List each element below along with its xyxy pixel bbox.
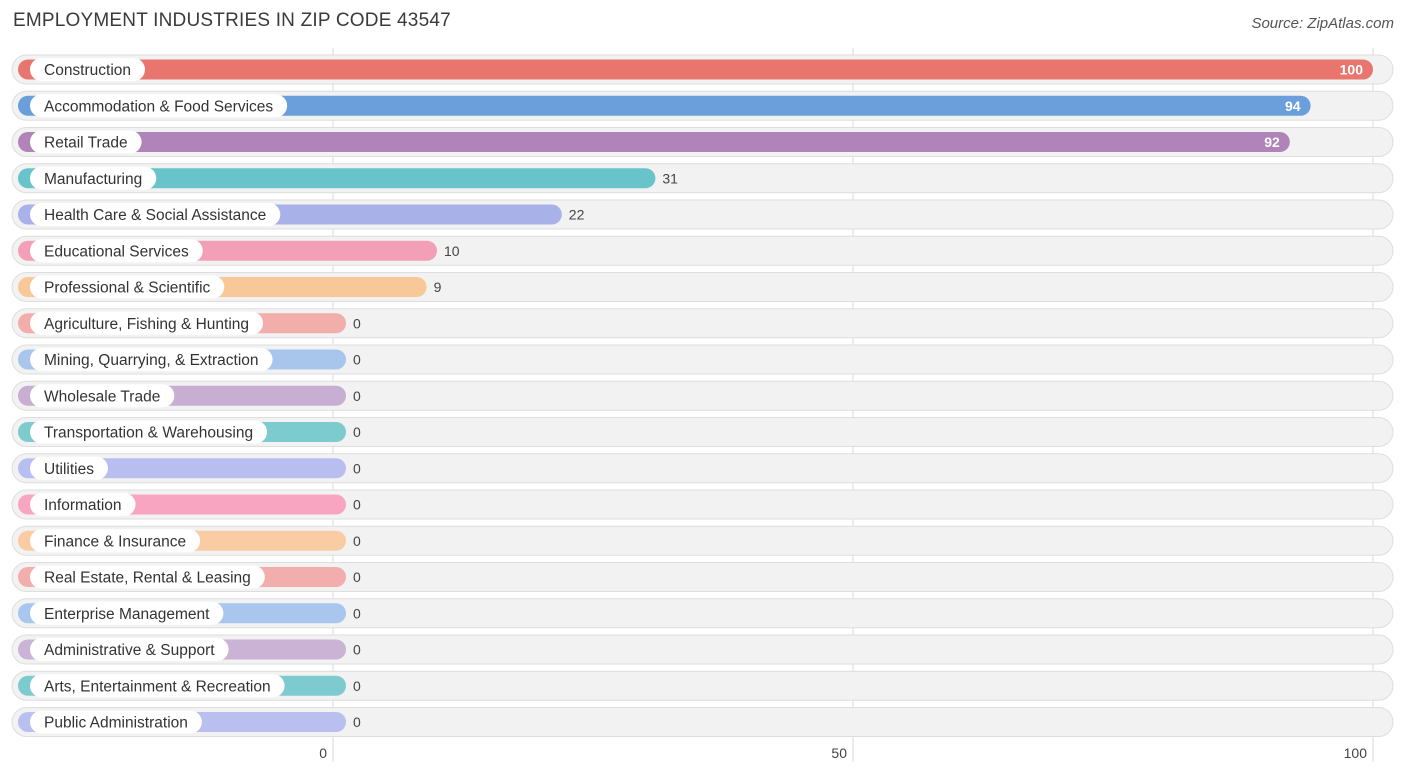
value-label: 0 (353, 714, 361, 730)
value-label: 0 (353, 497, 361, 513)
category-label: Arts, Entertainment & Recreation (44, 678, 271, 695)
value-label: 0 (353, 642, 361, 658)
value-label: 9 (434, 279, 442, 295)
value-label: 0 (353, 460, 361, 476)
category-label-pill (30, 239, 203, 263)
category-label-pill (30, 493, 136, 516)
category-label-pill (30, 565, 265, 589)
category-label-pill (30, 638, 229, 661)
value-label: 0 (353, 569, 361, 585)
category-label: Accommodation & Food Services (44, 98, 273, 115)
category-label-pill (30, 601, 224, 625)
bar (18, 168, 656, 189)
category-label: Public Administration (44, 715, 188, 732)
category-label: Real Estate, Rental & Leasing (44, 570, 251, 587)
row-track (11, 453, 1394, 484)
category-label: Enterprise Management (44, 606, 210, 623)
category-label-pill (30, 166, 157, 190)
value-label: 92 (1264, 134, 1280, 150)
category-label: Retail Trade (44, 135, 128, 152)
category-label: Health Care & Social Assistance (44, 207, 266, 224)
x-tick-label: 0 (319, 745, 327, 761)
category-label-pill (30, 674, 285, 698)
value-label: 94 (1285, 98, 1301, 114)
value-label: 0 (353, 533, 361, 549)
category-label: Information (44, 497, 122, 514)
row-track (11, 670, 1394, 701)
category-label: Utilities (44, 461, 94, 478)
value-label: 0 (353, 352, 361, 368)
category-label-pill (30, 710, 202, 734)
row-track (11, 344, 1394, 375)
row-track (11, 598, 1394, 629)
category-label: Wholesale Trade (44, 388, 160, 405)
value-label: 31 (662, 170, 678, 186)
category-label-pill (30, 311, 264, 335)
row-track (11, 417, 1394, 447)
value-label: 0 (353, 315, 361, 331)
category-label-pill (30, 203, 281, 226)
row-track (11, 525, 1394, 556)
category-label: Construction (44, 62, 131, 79)
category-label: Agriculture, Fishing & Hunting (44, 316, 249, 333)
value-label: 0 (353, 388, 361, 404)
category-label-pill (30, 130, 142, 154)
category-label: Administrative & Support (44, 642, 215, 659)
row-track (11, 707, 1394, 737)
category-label-pill (30, 529, 201, 553)
row-track (11, 634, 1394, 665)
category-label: Transportation & Warehousing (44, 425, 253, 442)
value-label: 0 (353, 605, 361, 621)
category-label-pill (30, 384, 175, 408)
category-label-pill (30, 275, 225, 299)
row-track (11, 308, 1394, 339)
x-tick-label: 50 (831, 745, 847, 761)
category-label: Professional & Scientific (44, 280, 211, 297)
bar (18, 95, 1311, 116)
bar (18, 59, 1373, 80)
category-label-pill (30, 58, 146, 81)
bar (18, 132, 1290, 152)
category-label-pill (30, 94, 288, 118)
row-track (11, 489, 1394, 520)
category-label: Manufacturing (44, 171, 142, 188)
value-label: 0 (353, 678, 361, 694)
category-label-pill (30, 348, 273, 371)
category-label: Finance & Insurance (44, 533, 186, 550)
value-label: 22 (569, 207, 585, 223)
category-label-pill (30, 420, 268, 444)
x-tick-label: 100 (1344, 745, 1368, 761)
row-track (11, 562, 1394, 592)
category-label: Educational Services (44, 243, 189, 260)
value-label: 100 (1340, 62, 1364, 78)
row-track (11, 380, 1394, 411)
source-label: Source: ZipAtlas.com (1251, 15, 1394, 32)
category-label: Mining, Quarrying, & Extraction (44, 352, 259, 369)
category-label-pill (30, 456, 108, 480)
value-label: 0 (353, 424, 361, 440)
value-label: 10 (444, 243, 460, 259)
chart-title: EMPLOYMENT INDUSTRIES IN ZIP CODE 43547 (13, 10, 451, 31)
